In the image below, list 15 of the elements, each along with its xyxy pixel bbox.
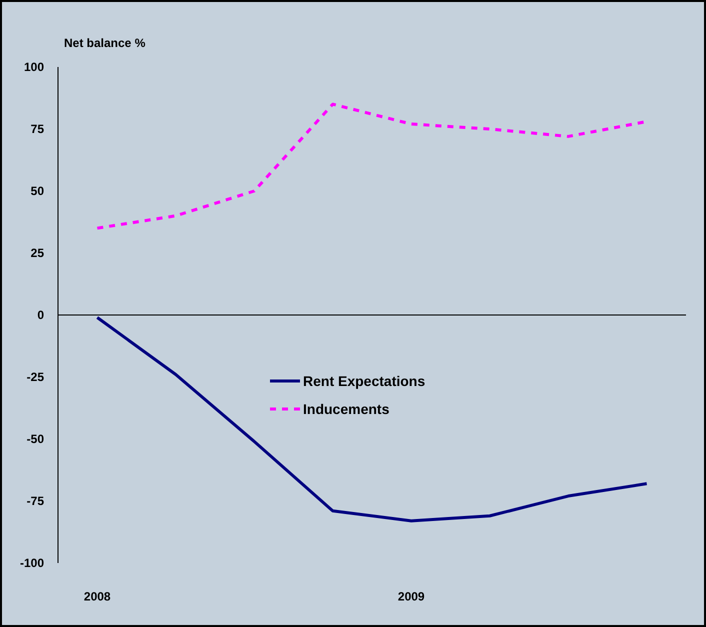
y-axis-title: Net balance %: [64, 36, 146, 50]
line-series: [96, 316, 648, 522]
legend-label: Rent Expectations: [303, 373, 426, 389]
x-tick-label: 2008: [84, 590, 111, 604]
y-tick-label: 75: [30, 122, 44, 136]
y-tick-label: -75: [26, 494, 44, 508]
y-tick-label: 50: [30, 184, 44, 198]
y-tick-label: -100: [20, 556, 44, 570]
legend-label: Inducements: [303, 401, 390, 417]
y-tick-label: 100: [24, 60, 44, 74]
y-tick-label: -25: [26, 370, 44, 384]
y-tick-label: -50: [26, 432, 44, 446]
x-tick-label: 2009: [398, 590, 425, 604]
y-tick-label: 25: [30, 246, 44, 260]
y-tick-label: 0: [37, 308, 44, 322]
